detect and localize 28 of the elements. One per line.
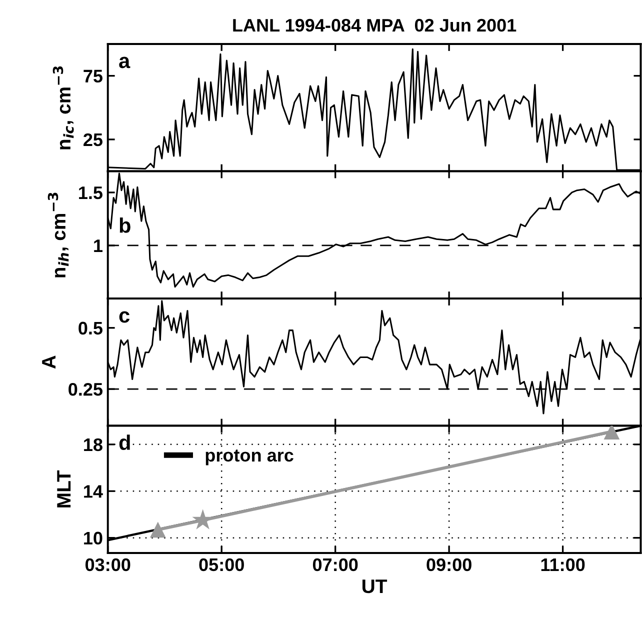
x-tick-label: 03:00 bbox=[85, 558, 130, 572]
y-tick-label: 1 bbox=[94, 240, 102, 252]
y-axis-title: A bbox=[42, 356, 56, 369]
y-tick-label: 14 bbox=[84, 485, 103, 498]
x-tick-label: 07:00 bbox=[312, 558, 358, 572]
y-axis-title: MLT bbox=[57, 470, 71, 508]
y-tick-label: 10 bbox=[84, 532, 102, 545]
x-tick-label: 09:00 bbox=[426, 558, 472, 572]
y-tick-label: 75 bbox=[84, 70, 102, 83]
annotation: b bbox=[120, 218, 130, 233]
x-axis-title: UT bbox=[362, 580, 388, 594]
y-axis-title: n$_{ih}$, cm$^{−3}$ bbox=[48, 192, 69, 278]
legend-label: proton arc bbox=[206, 450, 294, 466]
y-axis-title: n$_{ic}$, cm$^{−3}$ bbox=[52, 66, 74, 150]
y-tick-label: 25 bbox=[84, 133, 102, 146]
x-tick-label: 11:00 bbox=[541, 558, 585, 572]
annotation: d bbox=[119, 434, 130, 450]
point bbox=[604, 426, 620, 440]
annotation: a bbox=[119, 56, 130, 68]
point bbox=[192, 509, 214, 530]
annotation: c bbox=[119, 311, 130, 323]
y-tick-label: 0.5 bbox=[78, 322, 102, 335]
y-tick-label: 0.25 bbox=[68, 382, 102, 396]
y-tick-label: 18 bbox=[84, 438, 102, 452]
y-tick-label: 1.5 bbox=[79, 186, 102, 200]
chart-title: LANL 1994-084 MPA 02 Jun 2001 bbox=[233, 18, 516, 32]
point bbox=[150, 522, 166, 538]
x-tick-label: 05:00 bbox=[199, 558, 244, 572]
